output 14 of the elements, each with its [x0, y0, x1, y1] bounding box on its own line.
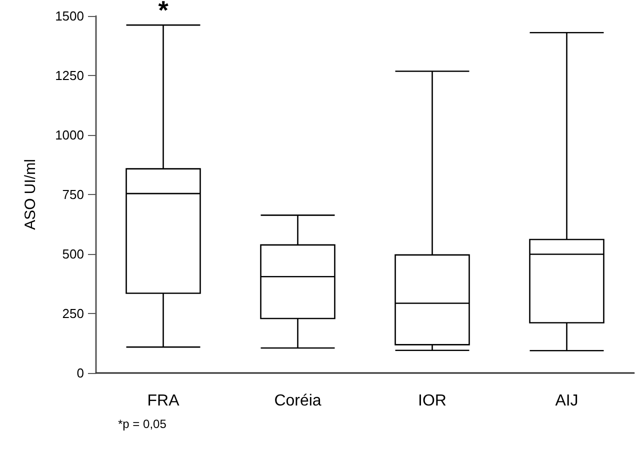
annotation: * [158, 0, 170, 26]
text: *p = 0,05 [118, 417, 167, 431]
x-tick-label: IOR [418, 392, 446, 410]
x-tick-label: Coréia [274, 392, 322, 410]
y-tick-label: 750 [62, 187, 84, 202]
y-tick-label: 250 [62, 306, 84, 321]
y-tick-label: 500 [62, 246, 84, 262]
y-tick-label: 1500 [55, 8, 84, 24]
y-axis-title: ASO UI/ml [22, 159, 39, 230]
y-tick-label: 0 [76, 366, 84, 380]
y-tick-label: 1000 [55, 128, 84, 142]
x-tick-label: FRA [147, 392, 180, 410]
x-tick-label: AIJ [555, 392, 578, 410]
y-tick-label: 1250 [55, 68, 84, 83]
